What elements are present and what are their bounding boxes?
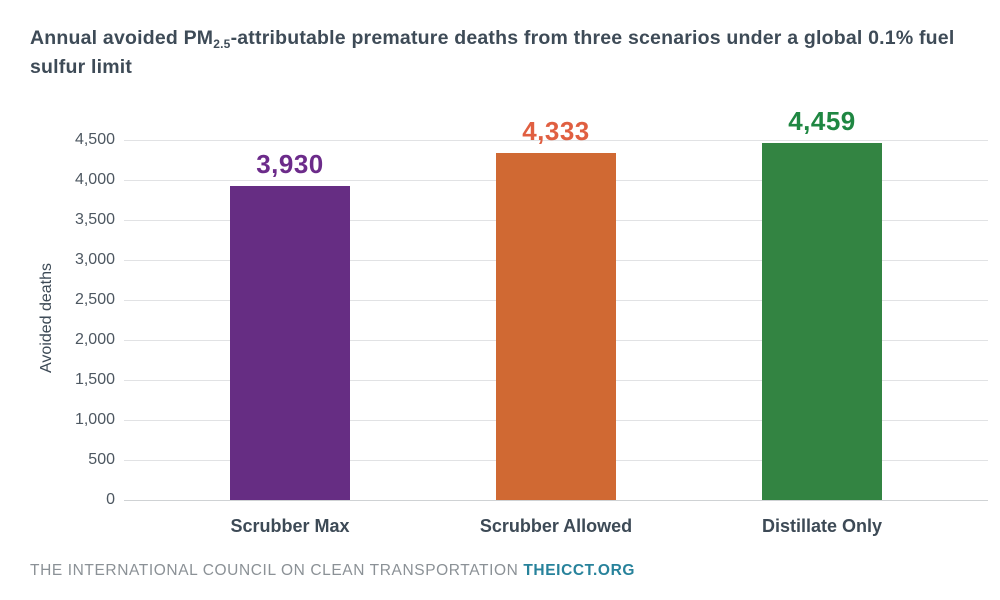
chart-title: Annual avoided PM2.5-attributable premat… bbox=[30, 24, 970, 82]
gridline-y4500 bbox=[124, 140, 988, 141]
y-tick-label-3500: 3,500 bbox=[74, 211, 115, 228]
y-tick-label-2500: 2,500 bbox=[74, 291, 115, 308]
footer-org-text: THE INTERNATIONAL COUNCIL ON CLEAN TRANS… bbox=[30, 562, 519, 579]
y-tick-label-500: 500 bbox=[88, 451, 115, 468]
bar-scrubber-max bbox=[230, 185, 350, 500]
chart-title-pre: Annual avoided PM bbox=[30, 27, 214, 49]
bar-scrubber-allowed bbox=[496, 153, 616, 500]
bar-value-label: 3,930 bbox=[256, 148, 324, 179]
x-axis-category-label: Scrubber Allowed bbox=[479, 516, 633, 536]
y-tick-label-3000: 3,000 bbox=[74, 251, 115, 268]
footer-site-link[interactable]: THEICCT.ORG bbox=[523, 562, 636, 579]
y-tick-label-2000: 2,000 bbox=[74, 331, 115, 348]
x-axis-category-label: Distillate Only bbox=[761, 516, 883, 536]
y-tick-label-1500: 1,500 bbox=[74, 371, 115, 388]
bar-value-label: 4,333 bbox=[522, 116, 590, 147]
y-axis-label: Avoided deaths bbox=[38, 262, 55, 374]
bar-value-label: 4,459 bbox=[788, 106, 856, 137]
gridline-y0 bbox=[124, 500, 988, 501]
y-tick-label-4000: 4,000 bbox=[74, 171, 115, 188]
footer-attribution: THE INTERNATIONAL COUNCIL ON CLEAN TRANS… bbox=[30, 562, 635, 580]
bar-distillate-only bbox=[762, 143, 882, 500]
y-tick-label-0: 0 bbox=[106, 491, 115, 508]
y-tick-label-4500: 4,500 bbox=[74, 131, 115, 148]
y-tick-label-1000: 1,000 bbox=[74, 411, 115, 428]
chart-title-post: -attributable premature deaths from thre… bbox=[30, 27, 955, 78]
x-axis-category-label: Scrubber Max bbox=[230, 516, 350, 536]
chart-title-subscript: 2.5 bbox=[213, 37, 231, 51]
